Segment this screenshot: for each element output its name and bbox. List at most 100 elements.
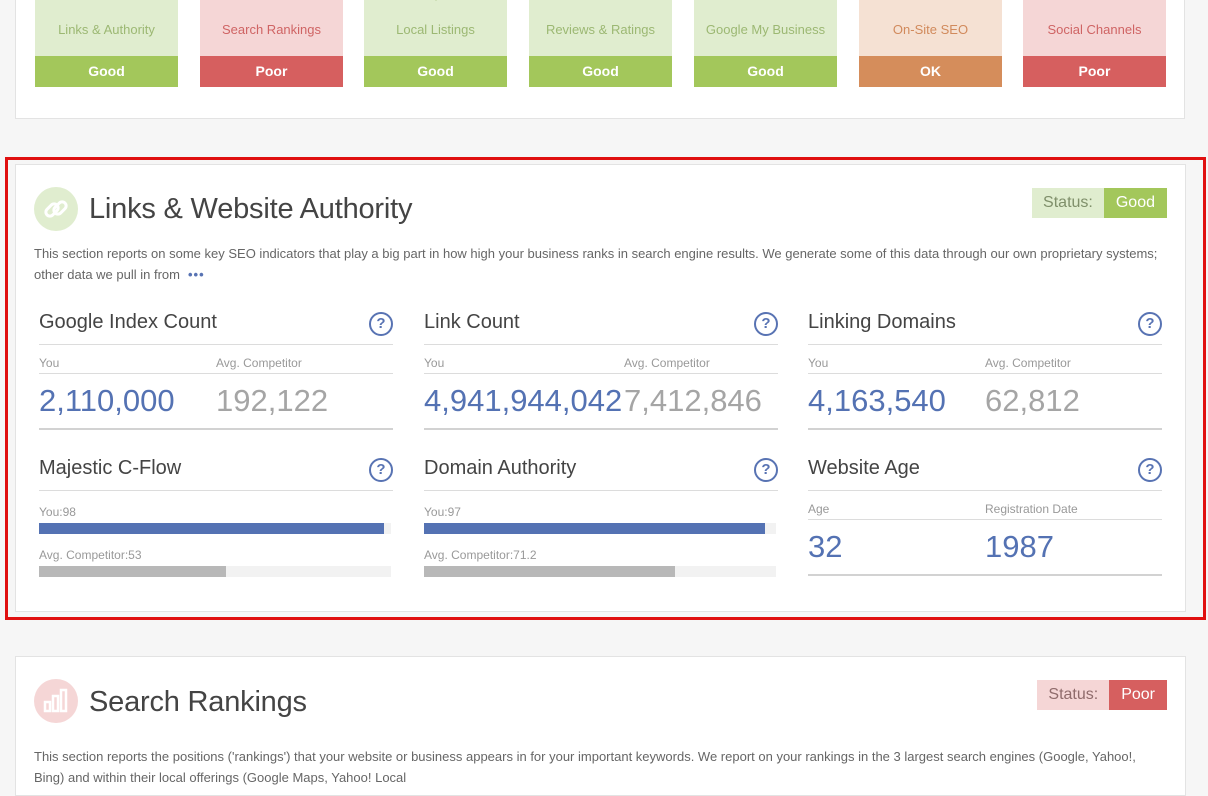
tile-search-rankings[interactable]: Search Rankings Poor: [200, 0, 343, 87]
tile-label: Search Rankings: [222, 22, 321, 37]
competitor-label: Avg. Competitor: [985, 356, 1071, 370]
divider: [424, 344, 778, 345]
you-value: 4,941,944,042: [424, 383, 623, 418]
help-icon[interactable]: ?: [754, 458, 778, 482]
metric-title: Google Index Count: [39, 311, 217, 333]
competitor-bar-track: [424, 566, 776, 577]
divider: [39, 428, 393, 430]
tile-on-site-seo[interactable]: On-Site SEO OK: [859, 0, 1002, 87]
more-button[interactable]: •••: [187, 267, 205, 282]
divider: [424, 490, 778, 491]
description-text: This section reports on some key SEO ind…: [34, 246, 1158, 282]
metric-title: Majestic C-Flow: [39, 457, 182, 479]
tile-status: Poor: [200, 56, 343, 87]
help-icon[interactable]: ?: [369, 458, 393, 482]
star-icon: [581, 0, 621, 1]
tile-links-authority[interactable]: Links & Authority Good: [35, 0, 178, 87]
tile-reviews-ratings[interactable]: Reviews & Ratings Good: [529, 0, 672, 87]
bar-chart-icon: [34, 679, 78, 723]
authority-section: Links & Website Authority Status: Good T…: [15, 164, 1186, 612]
storefront-icon: [732, 0, 800, 1]
metric-title: Link Count: [424, 311, 520, 333]
share-icon: [1081, 0, 1109, 1]
section-title: Search Rankings: [89, 686, 307, 718]
divider: [808, 574, 1162, 576]
tile-status: Good: [35, 56, 178, 87]
tile-status: Poor: [1023, 56, 1166, 87]
section-title: Links & Website Authority: [89, 193, 413, 225]
competitor-bar-label: Avg. Competitor:71.2: [424, 548, 537, 562]
tile-google-my-business[interactable]: Google My Business Good: [694, 0, 837, 87]
divider: [424, 428, 778, 430]
metric-domain-authority: Domain Authority ? You:97 Avg. Competito…: [424, 457, 778, 577]
metric-linking-domains: Linking Domains ? You Avg. Competitor 4,…: [808, 311, 1162, 431]
tile-status: OK: [859, 56, 1002, 87]
you-bar-label: You:97: [424, 505, 461, 519]
you-bar-track: [424, 523, 776, 534]
competitor-value: 192,122: [216, 383, 329, 418]
highlight-outline: [5, 157, 1206, 620]
you-label: You: [808, 356, 829, 370]
tile-label: Google My Business: [705, 22, 826, 37]
metric-title: Linking Domains: [808, 311, 956, 333]
metric-title: Domain Authority: [424, 457, 577, 479]
help-icon[interactable]: ?: [1138, 312, 1162, 336]
divider: [424, 373, 778, 374]
divider: [808, 344, 1162, 345]
competitor-bar-label: Avg. Competitor:53: [39, 548, 142, 562]
tile-status: Good: [529, 56, 672, 87]
divider: [808, 519, 1162, 520]
you-label: You: [39, 356, 60, 370]
tile-social-channels[interactable]: Social Channels Poor: [1023, 0, 1166, 87]
competitor-bar-track: [39, 566, 391, 577]
you-value: 2,110,000: [39, 383, 175, 418]
section-description: This section reports the positions ('ran…: [34, 749, 1136, 785]
status-badge: Status: Poor: [1037, 680, 1167, 710]
competitor-value: 62,812: [985, 383, 1080, 418]
status-label: Status:: [1032, 188, 1104, 218]
section-description: This section reports on some key SEO ind…: [34, 243, 1164, 285]
monitor-icon: [901, 0, 961, 1]
divider: [808, 490, 1162, 491]
divider: [808, 373, 1162, 374]
status-value: Good: [1103, 188, 1167, 218]
competitor-label: Avg. Competitor: [216, 356, 302, 370]
age-value: 32: [808, 529, 843, 564]
competitor-bar-fill: [39, 566, 226, 577]
tile-status: Good: [364, 56, 507, 87]
registration-date-value: 1987: [985, 529, 1054, 564]
help-icon[interactable]: ?: [1138, 458, 1162, 482]
help-icon[interactable]: ?: [369, 312, 393, 336]
tile-label: Reviews & Ratings: [545, 22, 656, 37]
divider: [39, 490, 393, 491]
tile-status: Good: [694, 56, 837, 87]
status-label: Status:: [1037, 680, 1110, 710]
competitor-bar-fill: [424, 566, 675, 577]
tile-label: Social Channels: [1047, 22, 1142, 37]
you-value: 4,163,540: [808, 383, 946, 418]
age-label: Age: [808, 502, 830, 516]
map-pin-icon: [434, 0, 437, 1]
tile-label: Local Listings: [396, 22, 475, 37]
metric-link-count: Link Count ? You Avg. Competitor 4,941,9…: [424, 311, 778, 431]
metric-title: Website Age: [808, 457, 920, 479]
tile-local-listings[interactable]: Local Listings Good: [364, 0, 507, 87]
summary-card: Links & Authority Good Search Rankings P…: [15, 0, 1185, 119]
chain-link-icon: [34, 187, 78, 231]
registration-date-label: Registration Date: [985, 502, 1078, 516]
metric-majestic-c-flow: Majestic C-Flow ? You:98 Avg. Competitor…: [39, 457, 393, 577]
you-bar-label: You:98: [39, 505, 76, 519]
divider: [39, 373, 393, 374]
status-badge: Status: Good: [1032, 188, 1167, 218]
competitor-value: 7,412,846: [624, 383, 762, 418]
tile-label: On-Site SEO: [892, 22, 969, 37]
metric-website-age: Website Age ? Age Registration Date 32 1…: [808, 457, 1162, 577]
help-icon[interactable]: ?: [754, 312, 778, 336]
divider: [39, 344, 393, 345]
divider: [808, 428, 1162, 430]
status-value: Poor: [1109, 680, 1167, 710]
you-bar-track: [39, 523, 391, 534]
metric-google-index-count: Google Index Count ? You Avg. Competitor…: [39, 311, 393, 431]
you-bar-fill: [39, 523, 384, 534]
competitor-label: Avg. Competitor: [624, 356, 710, 370]
